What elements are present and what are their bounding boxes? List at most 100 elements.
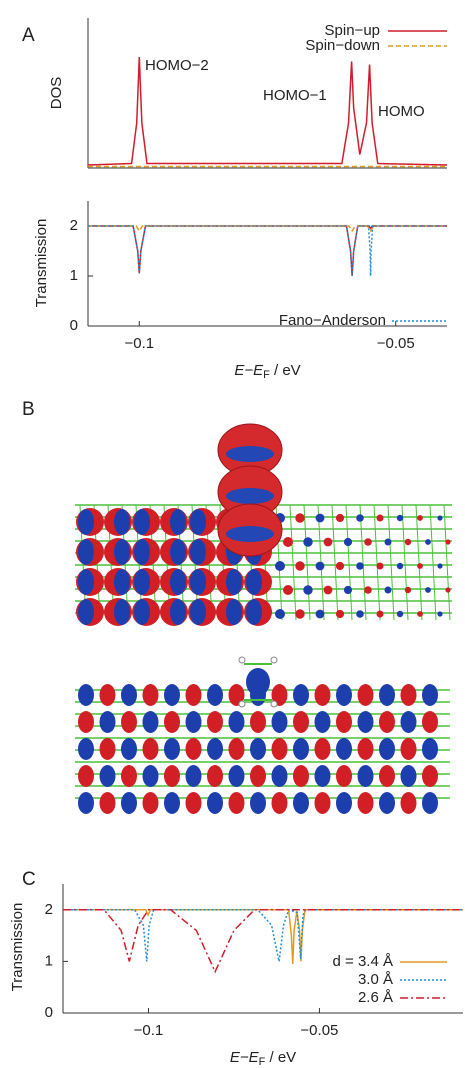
y-tick-label: 0 [70,317,78,334]
orbital-lobe [143,738,159,760]
figure: A B C DOSHOMO−2HOMO−1HOMOSpin−upSpin−dow… [0,0,465,1068]
orbital-lobe [364,538,372,546]
lattice [444,505,450,620]
orbital-lobe [134,599,150,625]
y-tick-label: 2 [45,901,53,918]
orbital-lobe [226,488,274,504]
orbital-lobe [324,586,333,595]
orbital-lobe [134,569,150,595]
orbital-lobe [316,610,325,619]
orbital-lobe [358,765,374,787]
orbital-lobe [121,765,137,787]
orbital-lobe [358,711,374,733]
orbital-lobe [356,514,364,522]
orbital-lobe [293,765,309,787]
orbital-lobe [417,563,423,569]
orbital-lobe [385,539,392,546]
panel-label: A [22,25,35,46]
orbital-lobe [207,684,223,706]
x-axis-label: E−EF / eV [230,1049,296,1068]
orbital-lobe [293,792,309,814]
legend-label: Spin−down [305,37,380,54]
orbital-lobe [425,587,431,593]
x-label-var: E−E [230,1049,260,1066]
orbital-lobe [207,738,223,760]
orbital-lobe [275,561,285,571]
orbital-lobe [100,684,116,706]
orbital-lobe [437,611,442,616]
orbital-lobe [272,711,288,733]
orbital-lobe [114,539,130,565]
y-tick-label: 1 [45,952,53,969]
orbital-lobe [250,738,266,760]
orbital-lobe [100,792,116,814]
orbital-lobe [425,539,431,545]
orbital-lobe [422,684,438,706]
orbital-lobe [358,684,374,706]
orbital-lobe [114,569,130,595]
orbital-lobe [272,792,288,814]
orbital-lobe [377,515,384,522]
orbital-lobe [121,792,137,814]
data-line [88,226,447,276]
orbital-lobe [78,711,94,733]
annotation: HOMO [378,103,425,120]
orbital-lobe [377,563,384,570]
orbital-lobe [229,792,245,814]
x-tick-label: −0.05 [300,1022,338,1039]
orbital-lobe [315,792,331,814]
orbital-lobe [190,539,206,565]
orbital-lobe [207,711,223,733]
orbital-lobe [336,514,344,522]
orbital-lobe [164,738,180,760]
orbital-lobe [164,684,180,706]
orbital-lobe [379,711,395,733]
orbital-lobe [336,562,344,570]
orbital-lobe [100,738,116,760]
orbital-lobe [295,513,304,522]
orbital-lobe [250,792,266,814]
orbital-lobe [364,586,372,594]
orbital-lobe [186,738,202,760]
data-line [63,910,463,962]
data-line [63,910,463,964]
lattice [402,505,408,620]
orbital-lobe [379,765,395,787]
orbital-lobe [401,684,417,706]
orbital-lobe [78,569,94,595]
orbital-lobe [437,563,442,568]
orbital-lobe [379,684,395,706]
y-tick-label: 2 [70,217,78,234]
x-tick-label: −0.1 [134,1022,164,1039]
orbital-lobe [246,668,270,696]
y-tick-label: 0 [45,1004,53,1021]
orbital-lobe [293,711,309,733]
legend-label: 2.6 Å [358,989,393,1006]
orbital-lobe [316,562,325,571]
orbital-lobe [356,562,364,570]
orbital-lobe [275,609,285,619]
annotation: HOMO−2 [145,57,209,74]
orbital-lobe [445,539,450,544]
panel-label: B [22,399,35,420]
orbital-lobe [385,587,392,594]
orbital-lobe [164,765,180,787]
lattice [290,505,296,620]
orbital-lobe [143,765,159,787]
orbital-lobe [315,684,331,706]
orbital-lobe [78,539,94,565]
orbital-lobe [315,765,331,787]
y-axis-label: DOS [48,77,65,110]
orbital-lobe [397,515,403,521]
orbital-lobe [100,711,116,733]
legend-label: 3.0 Å [358,971,393,988]
orbital-lobe [283,585,293,595]
lattice [416,505,422,620]
orbital-lobe [121,711,137,733]
orbital-lobe [401,711,417,733]
orbital-lobe [229,765,245,787]
orbital-lobe [100,765,116,787]
orbital-lobe [295,561,304,570]
orbital-lobe [336,738,352,760]
legend-label: d = 3.4 Å [333,953,393,970]
